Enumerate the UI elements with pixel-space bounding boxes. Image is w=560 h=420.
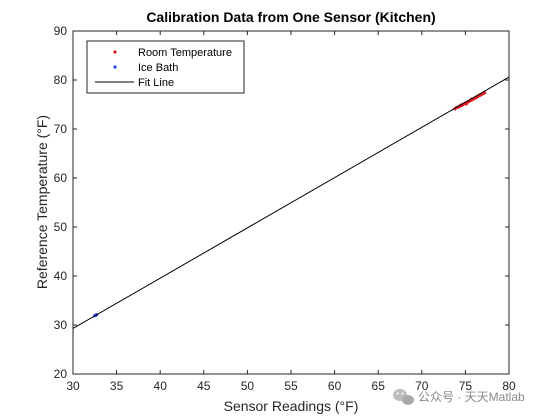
x-tick-label: 45 <box>197 379 211 393</box>
x-tick-label: 60 <box>328 379 342 393</box>
y-tick-label: 80 <box>54 73 68 87</box>
x-tick-label: 80 <box>502 379 516 393</box>
y-axis-label: Reference Temperature (°F) <box>34 115 50 289</box>
wechat-icon <box>393 389 414 405</box>
data-point-room-temperature <box>464 102 468 106</box>
series-line-fit-line <box>73 76 509 329</box>
x-tick-label: 30 <box>66 379 80 393</box>
legend-marker-ice-bath <box>113 65 117 69</box>
x-axis-ticks: 30 35 40 45 50 55 60 65 70 75 80 <box>66 31 516 393</box>
legend-label-room-temperature: Room Temperature <box>138 47 232 59</box>
x-tick-label: 55 <box>284 379 298 393</box>
x-axis-label: Sensor Readings (°F) <box>224 398 359 414</box>
y-tick-label: 50 <box>54 220 68 234</box>
y-tick-label: 40 <box>54 269 68 283</box>
chart-title: Calibration Data from One Sensor (Kitche… <box>146 9 435 25</box>
y-tick-label: 60 <box>54 171 68 185</box>
x-tick-label: 35 <box>110 379 124 393</box>
x-tick-label: 40 <box>154 379 168 393</box>
legend-label-fit-line: Fit Line <box>138 77 174 89</box>
y-tick-label: 90 <box>54 24 68 38</box>
y-tick-label: 20 <box>54 367 68 381</box>
x-tick-label: 70 <box>415 379 429 393</box>
y-tick-label: 30 <box>54 318 68 332</box>
x-tick-label: 75 <box>459 379 473 393</box>
watermark: 公众号 · 天天Matlab <box>393 389 525 405</box>
legend-label-ice-bath: Ice Bath <box>138 62 178 74</box>
legend-box <box>86 40 245 94</box>
x-tick-label: 65 <box>372 379 386 393</box>
legend-marker-room-temperature <box>113 50 117 54</box>
x-tick-label: 50 <box>241 379 255 393</box>
series-layer <box>73 76 509 329</box>
legend: Room Temperature Ice Bath Fit Line <box>86 40 245 94</box>
y-tick-label: 70 <box>54 122 68 136</box>
watermark-text: 公众号 · 天天Matlab <box>418 390 525 404</box>
y-axis-ticks: 20 30 40 50 60 70 80 90 <box>54 24 509 381</box>
